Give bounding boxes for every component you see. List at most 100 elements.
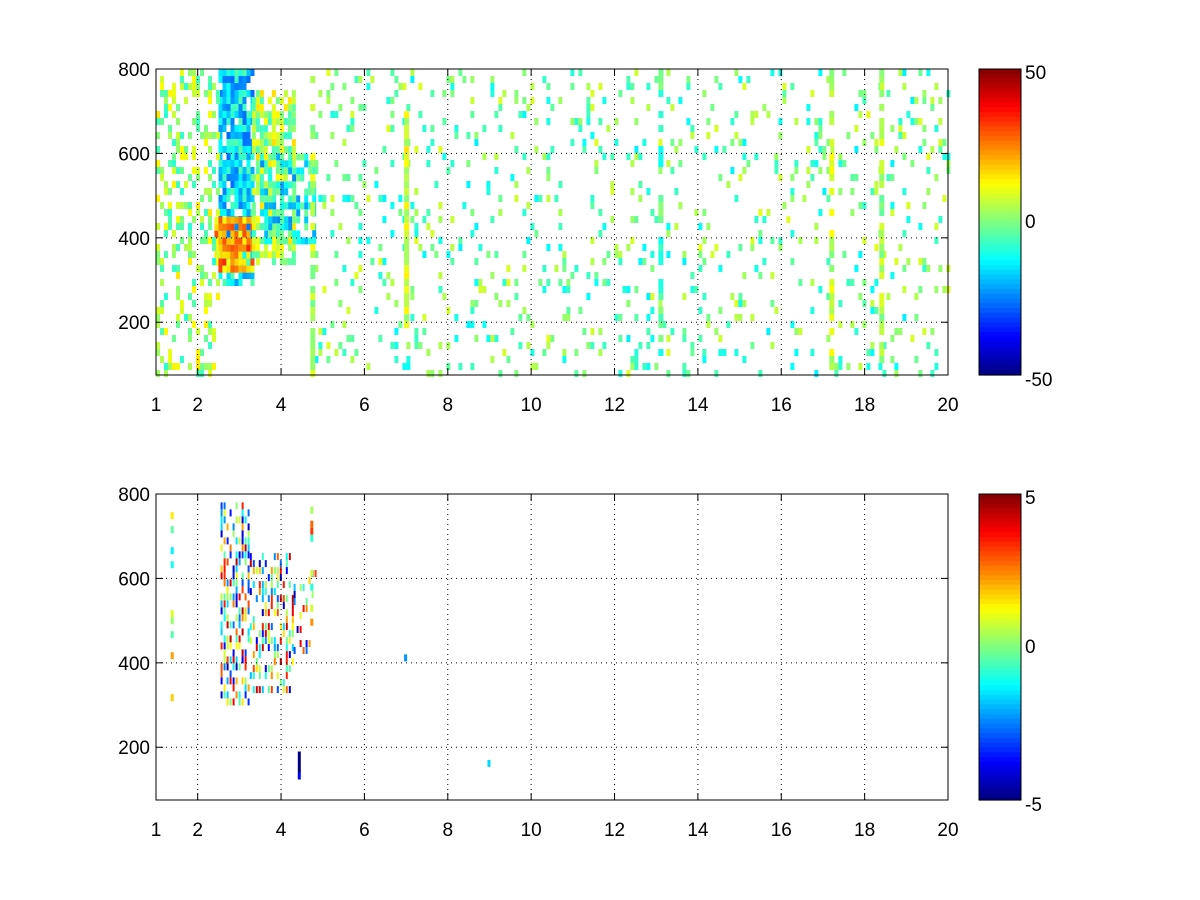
heatmap-cell <box>674 146 679 153</box>
heatmap-cell <box>249 637 252 645</box>
heatmap-cell <box>288 195 293 203</box>
colorbar-swatch <box>979 580 1021 586</box>
heatmap-cell <box>255 153 260 161</box>
heatmap-cell <box>790 83 795 90</box>
heatmap-cell <box>238 635 241 643</box>
colorbar-swatch <box>979 193 1021 199</box>
heatmap-cell <box>235 656 238 664</box>
heatmap-cell <box>862 237 867 244</box>
heatmap-cell <box>235 600 238 608</box>
heatmap-cell <box>829 314 835 321</box>
heatmap-cell <box>494 111 499 118</box>
heatmap-cell <box>382 216 387 223</box>
heatmap-cell <box>264 188 269 196</box>
heatmap-cell <box>259 90 264 98</box>
heatmap-cell <box>271 118 276 126</box>
heatmap-cell <box>242 258 247 266</box>
heatmap-cell <box>942 139 947 146</box>
heatmap-cell <box>287 132 292 140</box>
heatmap-cell <box>200 237 204 244</box>
heatmap-cell <box>710 251 715 258</box>
heatmap-cell <box>666 370 671 377</box>
heatmap-cell <box>422 314 427 321</box>
heatmap-cell <box>530 97 535 104</box>
heatmap-cell <box>538 195 543 202</box>
heatmap-cell <box>172 335 176 342</box>
heatmap-cell <box>263 160 268 168</box>
heatmap-cell <box>204 307 208 314</box>
heatmap-cell <box>220 677 223 685</box>
heatmap-cell <box>258 630 261 638</box>
heatmap-cell <box>244 691 247 699</box>
heatmap-cell <box>226 635 229 643</box>
heatmap-cell <box>232 579 235 587</box>
colorbar-swatch <box>979 83 1021 89</box>
colorbar-swatch <box>979 312 1021 319</box>
heatmap-cell <box>226 251 231 259</box>
heatmap-cell <box>188 328 192 335</box>
heatmap-cell <box>598 349 603 356</box>
heatmap-cell <box>184 146 188 153</box>
heatmap-cell <box>223 565 226 573</box>
heatmap-cell <box>196 363 200 370</box>
heatmap-cell <box>346 174 351 181</box>
heatmap-cell <box>734 132 739 139</box>
heatmap-cell <box>438 146 443 153</box>
heatmap-cell <box>285 665 288 673</box>
colorbar-swatch <box>979 766 1021 772</box>
heatmap-cell <box>829 237 835 244</box>
heatmap-cell <box>258 560 261 568</box>
heatmap-cell <box>297 758 301 766</box>
heatmap-cell <box>164 293 168 300</box>
heatmap-cell <box>164 90 168 97</box>
heatmap-cell <box>430 244 435 251</box>
colorbar-swatch <box>979 155 1021 161</box>
heatmap-cell <box>268 181 273 189</box>
colorbar-swatch <box>979 627 1021 634</box>
heatmap-cell <box>268 202 273 210</box>
heatmap-cell <box>890 209 895 216</box>
heatmap-cell <box>222 118 227 125</box>
heatmap-cell <box>658 314 664 321</box>
heatmap-cell <box>874 279 879 286</box>
heatmap-cell <box>454 132 459 139</box>
heatmap-cell <box>271 104 276 112</box>
heatmap-cell <box>406 104 411 111</box>
heatmap-cell <box>822 188 827 195</box>
heatmap-cell <box>542 286 547 293</box>
heatmap-cell <box>879 244 885 251</box>
heatmap-cell <box>234 167 239 174</box>
heatmap-cell <box>272 195 277 203</box>
heatmap-cell <box>251 146 256 154</box>
heatmap-cell <box>176 146 180 153</box>
heatmap-cell <box>176 265 180 272</box>
heatmap-cell <box>288 181 293 189</box>
heatmap-cell <box>322 202 327 209</box>
heatmap-cell <box>296 153 301 161</box>
heatmap-cell <box>297 772 301 780</box>
heatmap-cell <box>414 342 419 349</box>
heatmap-cell <box>176 139 180 146</box>
heatmap-cell <box>404 272 410 280</box>
heatmap-cell <box>658 300 663 307</box>
heatmap-cell <box>558 223 563 230</box>
heatmap-cell <box>259 167 264 175</box>
heatmap-cell <box>212 111 216 118</box>
heatmap-cell <box>879 202 885 209</box>
heatmap-cell <box>798 237 803 244</box>
heatmap-cell <box>658 146 664 153</box>
grid-lines <box>156 69 948 375</box>
heatmap-cell <box>156 167 160 174</box>
heatmap-cell <box>626 76 631 83</box>
heatmap-cell <box>514 195 519 202</box>
heatmap-cell <box>261 553 264 561</box>
heatmap-cell <box>291 616 294 624</box>
heatmap-cell <box>255 665 258 673</box>
heatmap-cell <box>164 251 168 258</box>
heatmap-cell <box>218 202 223 209</box>
heatmap-cell <box>886 90 891 97</box>
heatmap-cell <box>562 349 567 356</box>
heatmap-cell <box>862 279 867 286</box>
heatmap-cell <box>404 188 410 196</box>
heatmap-cell <box>854 265 859 272</box>
